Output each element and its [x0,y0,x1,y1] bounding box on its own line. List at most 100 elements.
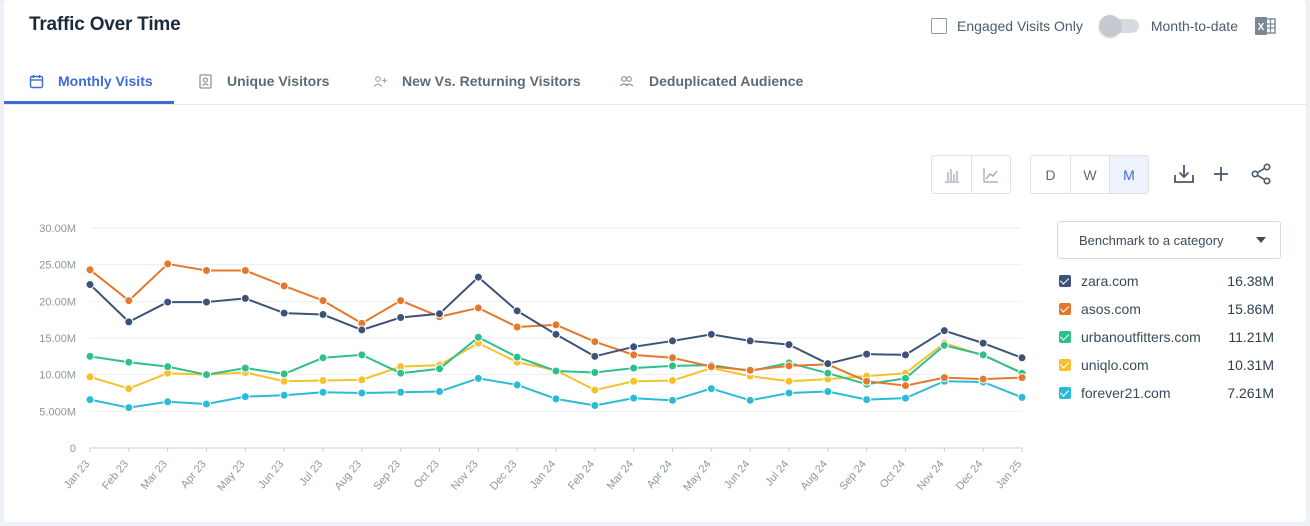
tab-unique-visitors[interactable]: Unique Visitors [198,58,329,104]
people-icon [619,75,634,86]
column-chart-icon [944,168,959,183]
svg-text:X: X [1258,22,1265,33]
data-point [823,368,833,378]
excel-export-icon[interactable]: X [1254,15,1276,37]
data-point [85,279,95,289]
data-point [435,364,444,374]
legend-checkbox[interactable] [1059,275,1071,287]
data-point [357,325,367,335]
calendar-icon [29,74,44,88]
data-point [473,373,483,383]
legend-checkbox[interactable] [1059,303,1071,315]
data-point [629,363,639,373]
benchmark-dropdown[interactable]: Benchmark to a category [1057,221,1281,259]
data-point [202,370,211,380]
legend-checkbox[interactable] [1059,387,1071,399]
data-point [551,366,561,376]
y-tick-label: 30.00M [39,223,76,235]
id-badge-icon [199,73,212,89]
data-point [590,351,600,361]
data-point [862,349,872,359]
legend-value: 11.21M [1228,329,1274,345]
data-point [1017,353,1027,363]
x-tick-label: Jun 23 [256,458,286,491]
data-point [668,361,677,371]
tab-new-vs-returning[interactable]: New Vs. Returning Visitors [372,58,581,104]
y-tick-label: 0 [70,443,76,455]
data-point [745,365,755,375]
legend-value: 16.38M [1227,273,1274,289]
legend-item-forever21[interactable]: forever21.com 7.261M [1059,379,1274,407]
data-point [939,326,949,336]
data-point [435,387,444,397]
data-point [318,353,328,363]
data-point [901,393,910,403]
tab-deduplicated-audience[interactable]: Deduplicated Audience [618,58,803,104]
data-point [357,350,367,360]
data-point [163,297,173,307]
data-point [862,395,872,405]
data-point [124,296,134,306]
legend-name: uniqlo.com [1081,357,1149,373]
legend-value: 10.31M [1227,357,1274,373]
data-point [279,376,289,386]
legend-item-zara[interactable]: zara.com 16.38M [1059,267,1274,295]
legend-checkbox[interactable] [1059,359,1071,371]
x-tick-label: Oct 24 [878,458,908,491]
data-point [279,369,289,379]
data-point [85,395,95,405]
granularity-month-button[interactable]: M [1109,156,1148,193]
tab-label: New Vs. Returning Visitors [402,73,581,89]
data-point [202,297,211,307]
granularity-day-button[interactable]: D [1045,166,1056,183]
data-point [978,350,988,360]
engaged-visits-label: Engaged Visits Only [957,18,1083,34]
data-point [784,340,794,350]
data-point [512,322,522,332]
data-point [357,375,367,385]
legend-name: zara.com [1081,273,1139,289]
line-chart-icon [983,167,998,183]
data-point [629,350,639,360]
legend-item-asos[interactable]: asos.com 15.86M [1059,295,1274,323]
granularity-toggle: D W M [1030,155,1149,194]
data-point [396,368,406,378]
series-line [89,336,1023,386]
y-tick-label: 25.00M [39,260,76,272]
x-tick-label: Jul 23 [297,458,325,488]
y-tick-label: 10.00M [39,370,76,382]
data-point [473,332,483,342]
legend-name: forever21.com [1081,385,1171,401]
data-point [240,293,250,303]
x-tick-label: Sep 24 [837,458,869,492]
traffic-card: Traffic Over Time Engaged Visits Only Mo… [4,0,1306,522]
line-chart-button[interactable] [971,156,1010,193]
data-point [668,353,677,363]
chart-legend: zara.com 16.38M asos.com 15.86M urbanout… [1059,267,1274,407]
granularity-week-button[interactable]: W [1070,156,1109,193]
data-point [435,309,444,319]
data-point [784,376,794,386]
legend-checkbox[interactable] [1059,331,1071,343]
data-point [473,303,483,313]
data-point [745,395,755,405]
legend-name: urbanoutfitters.com [1081,329,1201,345]
legend-item-urbanoutfitters[interactable]: urbanoutfitters.com 11.21M [1059,323,1274,351]
x-tick-label: May 24 [681,458,713,493]
legend-item-uniqlo[interactable]: uniqlo.com 10.31M [1059,351,1274,379]
share-icon[interactable] [1249,162,1273,186]
tab-monthly-visits[interactable]: Monthly Visits [29,58,153,104]
legend-name: asos.com [1081,301,1141,317]
data-point [823,359,833,369]
data-point [124,403,134,413]
data-point [357,388,367,398]
engaged-visits-checkbox[interactable] [931,18,947,34]
tab-label: Deduplicated Audience [649,73,804,89]
data-point [706,384,716,394]
download-icon[interactable] [1172,162,1196,186]
column-chart-button[interactable] [932,156,971,193]
month-to-date-toggle[interactable] [1098,15,1139,37]
data-point [590,367,600,377]
x-tick-label: Apr 24 [645,458,675,491]
add-icon[interactable] [1209,162,1233,186]
